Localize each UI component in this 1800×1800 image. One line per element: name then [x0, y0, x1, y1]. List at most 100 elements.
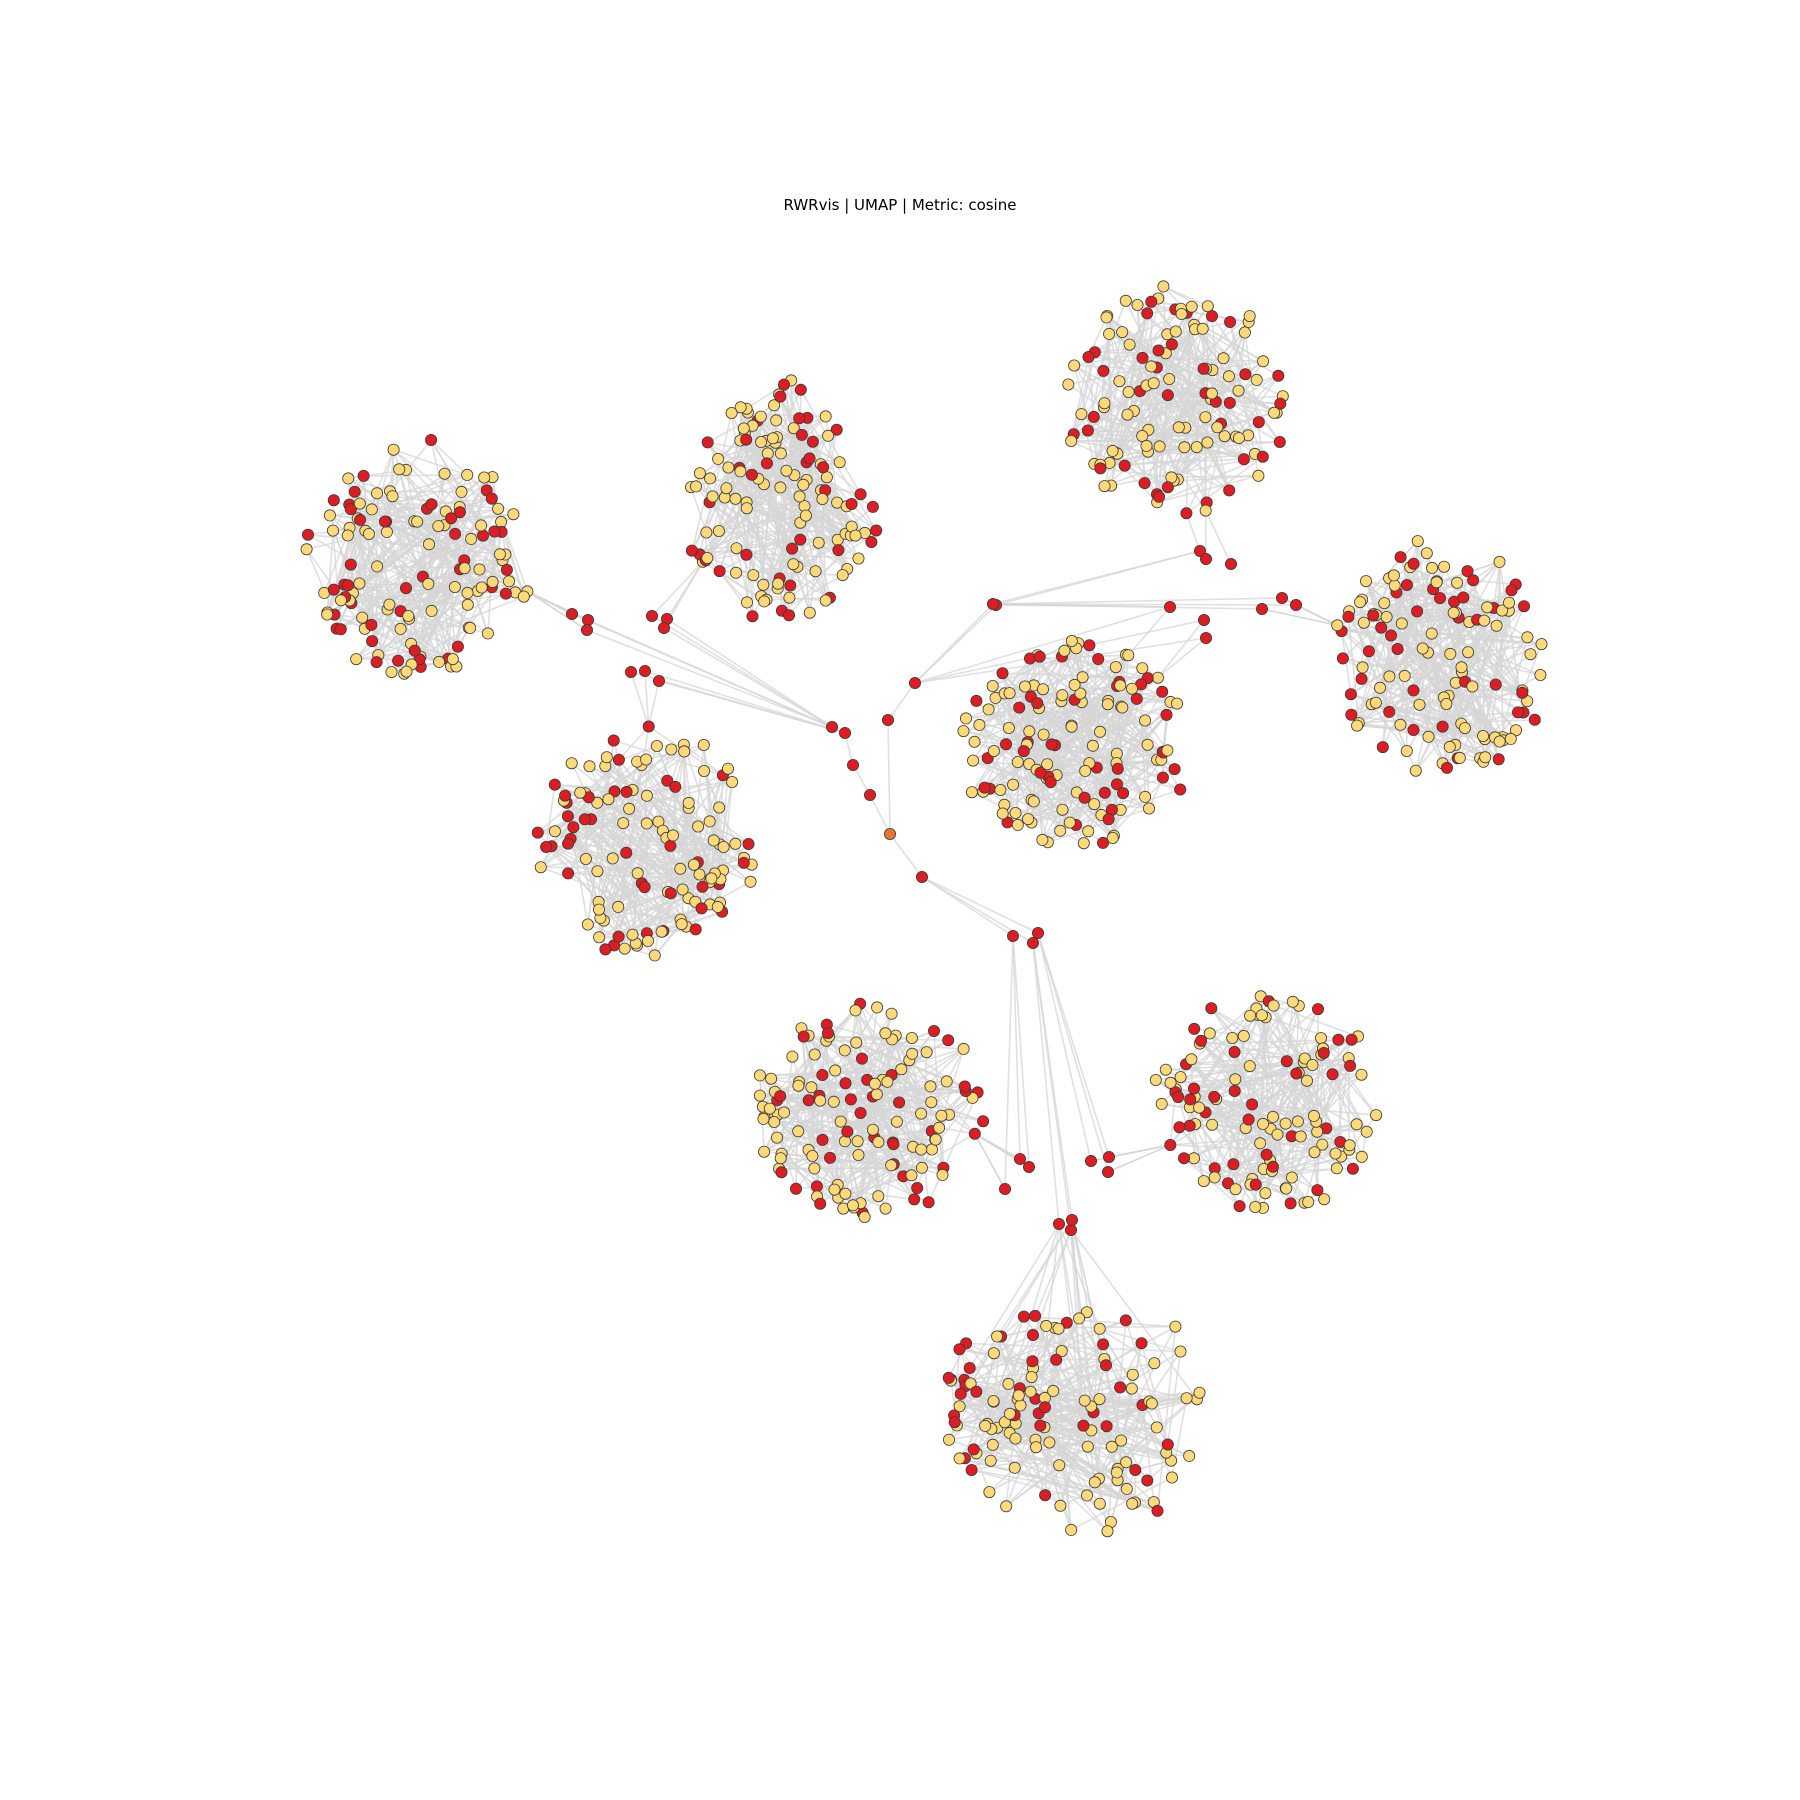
- graph-edge: [1347, 616, 1360, 724]
- red-node: [638, 881, 651, 894]
- yellow-node: [1002, 1377, 1015, 1390]
- graph-edge: [895, 1035, 950, 1116]
- graph-edge: [1180, 313, 1207, 511]
- yellow-node: [1169, 1320, 1182, 1333]
- yellow-node: [1139, 714, 1152, 727]
- yellow-node: [1023, 725, 1036, 738]
- red-node: [1117, 787, 1130, 800]
- yellow-node: [1205, 387, 1218, 400]
- graph-edge: [1168, 378, 1281, 443]
- yellow-node: [1081, 1440, 1094, 1453]
- yellow-node: [1413, 698, 1426, 711]
- yellow-node: [833, 456, 846, 469]
- red-node: [1274, 397, 1287, 410]
- yellow-node: [1481, 601, 1494, 614]
- red-node: [1223, 484, 1236, 497]
- red-node: [1394, 551, 1407, 564]
- yellow-node: [836, 569, 849, 582]
- yellow-node: [465, 532, 478, 545]
- yellow-node: [915, 1161, 928, 1174]
- red-node: [826, 721, 839, 734]
- yellow-node: [924, 1080, 937, 1093]
- red-node: [816, 1133, 829, 1146]
- yellow-node: [1136, 429, 1149, 442]
- yellow-node: [761, 447, 774, 460]
- yellow-node: [1193, 1101, 1206, 1114]
- yellow-node: [1012, 1389, 1025, 1402]
- yellow-node: [847, 1199, 860, 1212]
- graph-edge: [1145, 373, 1246, 447]
- red-node: [1045, 738, 1058, 751]
- red-node: [1411, 605, 1424, 618]
- red-node: [1160, 708, 1173, 721]
- graph-edge: [1004, 935, 1014, 1190]
- red-node: [1007, 930, 1020, 943]
- red-node: [794, 383, 807, 396]
- yellow-node: [814, 1094, 827, 1107]
- yellow-node: [744, 875, 757, 888]
- yellow-node: [741, 596, 754, 609]
- red-node: [909, 677, 922, 690]
- graph-edge: [1129, 333, 1168, 346]
- yellow-node: [1150, 1421, 1163, 1434]
- graph-edge: [763, 1116, 821, 1205]
- graph-edge: [1070, 1229, 1085, 1426]
- yellow-node: [1171, 697, 1184, 710]
- yellow-node: [879, 1202, 892, 1215]
- red-node: [531, 826, 544, 839]
- red-node: [1290, 1067, 1303, 1080]
- red-node: [740, 433, 753, 446]
- red-node: [1342, 610, 1355, 623]
- red-node: [344, 503, 357, 516]
- graph-edge: [326, 530, 334, 613]
- graph-edge: [1382, 635, 1392, 748]
- yellow-node: [885, 1159, 898, 1172]
- yellow-node: [593, 931, 606, 944]
- red-node: [392, 654, 405, 667]
- red-node: [1205, 1002, 1218, 1015]
- graph-edge: [625, 791, 638, 946]
- yellow-node: [793, 490, 806, 503]
- red-node: [1528, 713, 1541, 726]
- graph-edge: [1157, 637, 1207, 679]
- red-node: [1129, 1464, 1142, 1477]
- yellow-node: [612, 900, 625, 913]
- graph-edge: [914, 603, 994, 684]
- yellow-node: [1068, 678, 1081, 691]
- red-node: [1200, 553, 1213, 566]
- yellow-node: [1229, 1073, 1242, 1086]
- graph-edge: [584, 818, 648, 934]
- yellow-node: [1068, 359, 1081, 372]
- graph-edge: [887, 719, 891, 835]
- yellow-node: [1211, 421, 1224, 434]
- yellow-node: [393, 463, 406, 476]
- yellow-node: [448, 581, 461, 594]
- graph-edge: [1379, 687, 1504, 738]
- yellow-node: [1121, 408, 1134, 421]
- red-node: [1081, 424, 1094, 437]
- yellow-node: [730, 566, 743, 579]
- graph-edge: [1428, 711, 1519, 738]
- red-node: [1173, 1121, 1186, 1134]
- yellow-node: [967, 754, 980, 767]
- red-node: [607, 734, 620, 747]
- graph-edge: [1115, 391, 1130, 454]
- red-node: [1053, 1218, 1066, 1231]
- graph-edge: [992, 1336, 1002, 1402]
- graph-edge: [660, 868, 682, 932]
- graph-edge: [1002, 693, 1082, 814]
- yellow-node: [722, 461, 735, 474]
- graph-edge: [1165, 1069, 1215, 1098]
- red-node: [1467, 574, 1480, 587]
- red-node: [790, 1182, 803, 1195]
- yellow-node: [502, 575, 515, 588]
- graph-edge: [1156, 1326, 1177, 1511]
- yellow-node: [1101, 1525, 1114, 1538]
- red-node: [1376, 741, 1389, 754]
- yellow-node: [1199, 504, 1212, 517]
- graph-edge: [567, 843, 634, 936]
- graph-edge: [1066, 1322, 1105, 1360]
- yellow-node: [729, 492, 742, 505]
- yellow-node: [455, 485, 468, 498]
